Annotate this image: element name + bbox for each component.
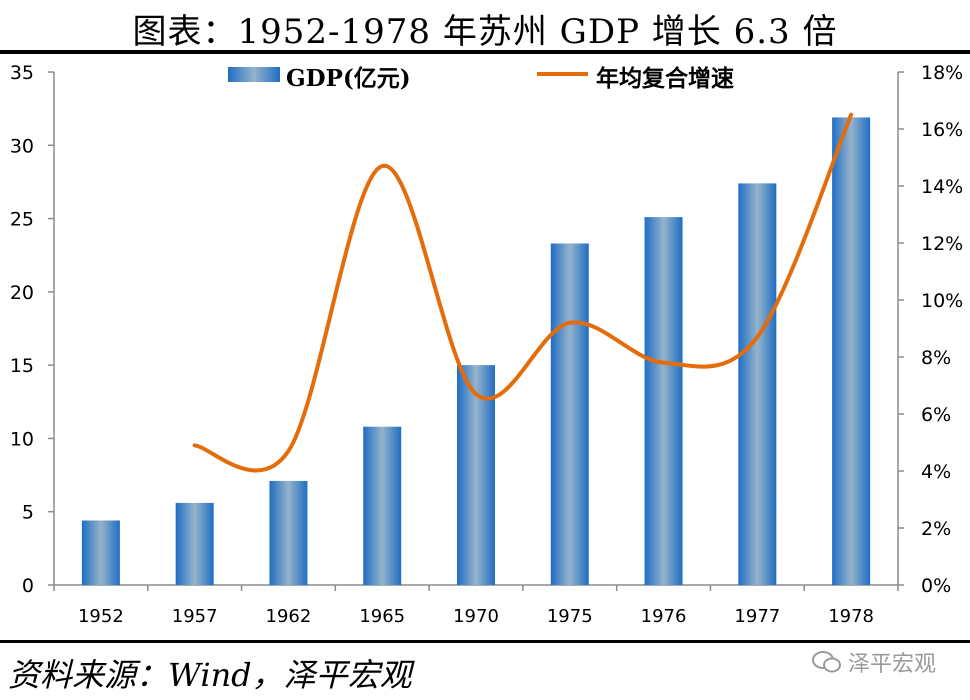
left-tick-label: 5 bbox=[22, 502, 34, 524]
chart: 0 5 10 15 20 25 30 35 0% 2% 4% 6% 8% 10% 12% 14% 16% 18% 1… bbox=[10, 62, 963, 627]
bar-1975 bbox=[550, 243, 589, 585]
legend-bar-swatch bbox=[228, 67, 280, 82]
left-tick-label: 20 bbox=[10, 282, 34, 304]
right-tick-label: 2% bbox=[921, 518, 951, 540]
left-tick-label: 25 bbox=[10, 209, 34, 231]
bar-1965 bbox=[363, 426, 402, 585]
top-rule bbox=[0, 50, 970, 54]
chart-title: 图表：1952-1978 年苏州 GDP 增长 6.3 倍 bbox=[132, 12, 838, 52]
wechat-icon bbox=[812, 651, 841, 673]
left-tick-label: 10 bbox=[10, 428, 34, 450]
source-note: 资料来源：Wind，泽平宏观 bbox=[8, 656, 412, 694]
right-tick-label: 18% bbox=[921, 62, 963, 84]
legend-line-label: 年均复合增速 bbox=[596, 65, 734, 92]
right-tick-label: 8% bbox=[921, 347, 951, 369]
bar-1952 bbox=[81, 520, 120, 585]
right-tick-label: 0% bbox=[921, 575, 951, 597]
bottom-rule bbox=[0, 640, 970, 643]
right-tick-label: 16% bbox=[921, 119, 963, 141]
left-tick-label: 0 bbox=[22, 575, 34, 597]
watermark: 泽平宏观 bbox=[812, 646, 936, 678]
left-tick-label: 15 bbox=[10, 355, 34, 377]
right-tick-label: 14% bbox=[921, 176, 963, 198]
right-tick-label: 6% bbox=[921, 404, 951, 426]
x-tick-label: 1952 bbox=[78, 606, 124, 627]
left-tick-label: 30 bbox=[10, 135, 34, 157]
legend-bar-label: GDP(亿元) bbox=[286, 65, 411, 92]
x-tick-label: 1957 bbox=[172, 606, 218, 627]
bar-1962 bbox=[269, 480, 308, 585]
x-tick-label: 1977 bbox=[734, 606, 780, 627]
legend: GDP(亿元) 年均复合增速 bbox=[228, 65, 734, 92]
watermark-text: 泽平宏观 bbox=[848, 652, 937, 677]
x-tick-label: 1975 bbox=[547, 606, 593, 627]
bar-1970 bbox=[457, 365, 495, 585]
left-tick-label: 35 bbox=[10, 62, 34, 84]
bar-1977 bbox=[738, 183, 777, 585]
x-tick-label: 1970 bbox=[453, 606, 499, 627]
x-tick-label: 1962 bbox=[266, 606, 312, 627]
x-tick-label: 1965 bbox=[359, 606, 405, 627]
right-tick-label: 4% bbox=[921, 461, 951, 483]
bar-1957 bbox=[175, 502, 214, 585]
growth-rate-line bbox=[192, 112, 854, 473]
bar-1978 bbox=[832, 117, 871, 586]
x-tick-label: 1976 bbox=[641, 606, 687, 627]
right-tick-label: 10% bbox=[921, 290, 963, 312]
right-tick-label: 12% bbox=[921, 233, 963, 255]
bar-1976 bbox=[644, 217, 683, 585]
x-tick-label: 1978 bbox=[828, 606, 874, 627]
